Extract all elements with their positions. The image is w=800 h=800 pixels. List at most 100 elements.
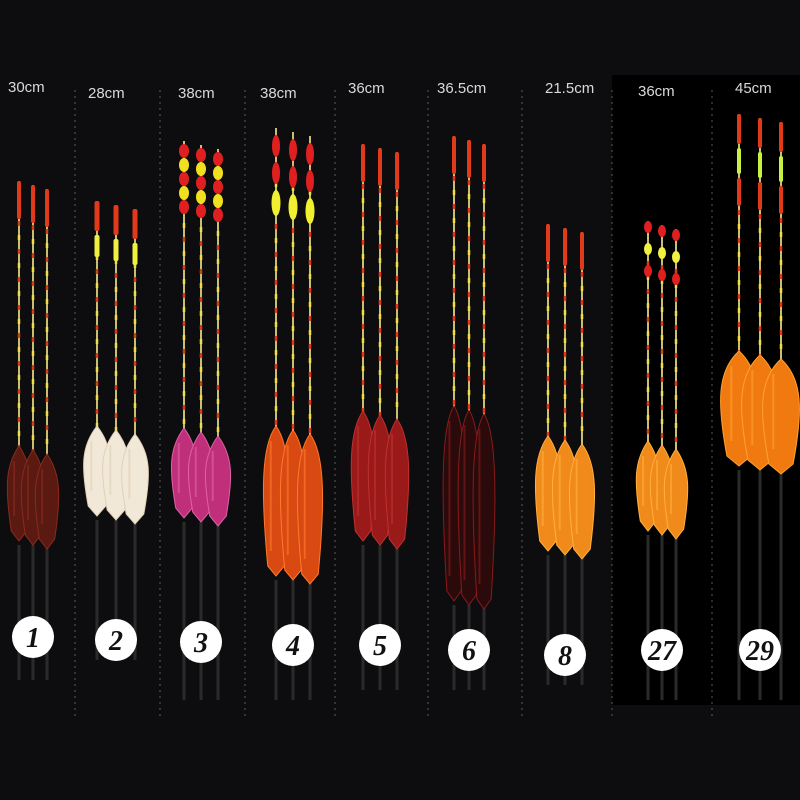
antenna-tip — [94, 201, 100, 231]
float-group-2 — [83, 201, 149, 660]
antenna-bead — [672, 273, 680, 285]
antenna-bead — [289, 139, 297, 161]
badge-circle — [12, 616, 54, 658]
antenna-bead — [644, 243, 652, 255]
float-body — [472, 413, 496, 610]
size-label: 21.5cm — [545, 80, 594, 97]
antenna-bead — [179, 186, 189, 200]
antenna-bead — [272, 162, 280, 184]
number-badge: 5 — [359, 624, 401, 666]
antenna-bead — [306, 143, 314, 165]
antenna-tip — [737, 178, 741, 206]
size-label: 45cm — [735, 80, 772, 97]
float-number: 27 — [647, 636, 677, 667]
badge-circle — [272, 624, 314, 666]
antenna-bead — [179, 144, 189, 158]
antenna-bead — [196, 190, 206, 204]
antenna-bead — [213, 180, 223, 194]
antenna-tip — [482, 144, 486, 182]
antenna-tip — [580, 232, 584, 270]
float-group-27 — [635, 221, 689, 700]
antenna-tip — [378, 148, 382, 186]
badge-circle — [180, 621, 222, 663]
float-body — [204, 435, 232, 527]
number-badge: 2 — [95, 619, 137, 661]
antenna-bead — [658, 225, 666, 237]
float-body — [121, 433, 149, 525]
size-label: 36.5cm — [437, 80, 486, 97]
float-group-4 — [262, 128, 324, 700]
badge-circle — [359, 624, 401, 666]
number-badges: 1 2 3 4 5 6 8 27 29 — [12, 616, 781, 676]
antenna-bead — [658, 247, 666, 259]
size-labels: 30cm 28cm 38cm 38cm 36cm 36.5cm 21.5cm 36cm 45cm — [8, 79, 772, 102]
antenna-bead — [305, 198, 315, 224]
antenna-bead — [288, 194, 298, 220]
float-group-29 — [720, 114, 800, 700]
antenna-tip — [31, 185, 35, 223]
antenna-tip — [467, 140, 471, 178]
float-group-3 — [170, 141, 232, 700]
size-label: 38cm — [260, 85, 297, 102]
number-badge: 8 — [544, 634, 586, 676]
antenna-tip — [452, 136, 456, 174]
number-badge: 6 — [448, 629, 490, 671]
antenna-tip-yellow — [94, 235, 100, 257]
antenna-bead — [658, 269, 666, 281]
antenna-bead — [213, 208, 223, 222]
size-label: 36cm — [638, 83, 675, 100]
antenna-tip-green — [779, 156, 783, 182]
antenna-bead — [644, 265, 652, 277]
antenna-bead — [213, 194, 223, 208]
antenna-bead — [289, 166, 297, 188]
antenna-bead — [179, 158, 189, 172]
float-group-1 — [6, 181, 60, 680]
float-number: 2 — [108, 626, 123, 657]
antenna-tip — [113, 205, 119, 235]
antenna-bead — [196, 204, 206, 218]
antenna-bead — [672, 229, 680, 241]
antenna-tip — [395, 152, 399, 190]
badge-circle — [544, 634, 586, 676]
badge-circle — [448, 629, 490, 671]
antenna-bead — [196, 162, 206, 176]
float-number: 4 — [285, 631, 300, 662]
float-number: 8 — [558, 641, 572, 672]
antenna-tip — [779, 186, 783, 214]
antenna-tip — [546, 224, 550, 262]
antenna-bead — [672, 251, 680, 263]
antenna-tip — [563, 228, 567, 266]
antenna-tip-yellow — [113, 239, 119, 261]
antenna-tip — [737, 114, 741, 144]
antenna-tip — [758, 118, 762, 148]
float-body — [296, 433, 324, 585]
badge-circle — [641, 629, 683, 671]
float-body — [384, 418, 410, 550]
antenna-tip — [361, 144, 365, 182]
float-body — [762, 358, 800, 475]
antenna-tip — [45, 189, 49, 227]
antenna-tip — [779, 122, 783, 152]
antenna-bead — [644, 221, 652, 233]
antenna-bead — [179, 200, 189, 214]
float-groups — [6, 114, 800, 700]
number-badge: 27 — [641, 629, 683, 671]
antenna-tip-yellow — [132, 243, 138, 265]
antenna-bead — [213, 166, 223, 180]
size-label: 38cm — [178, 85, 215, 102]
number-badge: 3 — [180, 621, 222, 663]
antenna-bead — [196, 148, 206, 162]
antenna-tip — [17, 181, 21, 219]
float-group-8 — [534, 224, 596, 685]
antenna-tip-green — [758, 152, 762, 178]
antenna-bead — [213, 152, 223, 166]
badge-circle — [739, 629, 781, 671]
size-label: 36cm — [348, 80, 385, 97]
antenna-bead — [196, 176, 206, 190]
number-badge: 4 — [272, 624, 314, 666]
antenna-tip — [758, 182, 762, 210]
antenna-tip — [132, 209, 138, 239]
antenna-bead — [306, 170, 314, 192]
antenna-tip-green — [737, 148, 741, 174]
